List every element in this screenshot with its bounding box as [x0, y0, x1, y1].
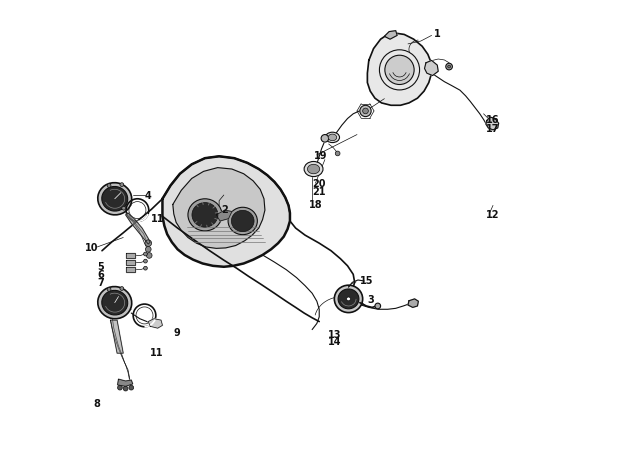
Text: 2: 2: [221, 205, 228, 215]
Text: 14: 14: [328, 337, 342, 347]
Polygon shape: [126, 260, 135, 265]
Text: 1: 1: [434, 29, 441, 39]
Circle shape: [118, 385, 122, 390]
Polygon shape: [126, 267, 135, 272]
Text: 11: 11: [150, 348, 163, 358]
Text: 17: 17: [486, 124, 500, 134]
Polygon shape: [425, 60, 438, 76]
Circle shape: [145, 240, 152, 247]
Text: 15: 15: [360, 276, 373, 286]
Polygon shape: [148, 319, 162, 328]
Circle shape: [335, 151, 340, 156]
Ellipse shape: [325, 132, 340, 142]
Text: 8: 8: [93, 399, 100, 408]
Text: 11: 11: [150, 214, 164, 224]
Text: 3: 3: [368, 295, 374, 305]
Ellipse shape: [328, 134, 337, 141]
Text: 10: 10: [85, 243, 98, 253]
Ellipse shape: [308, 164, 320, 174]
Circle shape: [143, 259, 147, 263]
Text: 19: 19: [314, 151, 327, 161]
Circle shape: [120, 286, 124, 290]
Circle shape: [143, 266, 147, 270]
Polygon shape: [173, 168, 265, 248]
Polygon shape: [367, 33, 431, 105]
Circle shape: [360, 105, 371, 116]
Ellipse shape: [102, 187, 128, 211]
Polygon shape: [162, 156, 290, 267]
Ellipse shape: [102, 290, 128, 315]
Circle shape: [363, 108, 369, 114]
Circle shape: [107, 287, 111, 291]
Text: 4: 4: [145, 191, 152, 201]
Ellipse shape: [231, 210, 254, 232]
Circle shape: [147, 253, 152, 258]
Polygon shape: [486, 117, 499, 130]
Ellipse shape: [304, 162, 323, 177]
Ellipse shape: [188, 199, 222, 231]
Circle shape: [321, 134, 329, 142]
Ellipse shape: [192, 202, 218, 227]
Text: 5: 5: [97, 262, 104, 272]
Ellipse shape: [97, 286, 131, 319]
Polygon shape: [118, 379, 133, 386]
Circle shape: [143, 252, 147, 256]
Text: 13: 13: [328, 330, 342, 340]
Ellipse shape: [97, 183, 131, 215]
Circle shape: [448, 65, 450, 68]
Ellipse shape: [385, 55, 414, 85]
Text: 12: 12: [486, 210, 500, 220]
Text: 21: 21: [313, 187, 326, 197]
Circle shape: [107, 184, 111, 188]
Polygon shape: [408, 299, 418, 307]
Text: 18: 18: [309, 200, 322, 210]
Text: 20: 20: [313, 179, 326, 189]
Text: 16: 16: [486, 115, 500, 125]
Polygon shape: [126, 253, 135, 258]
Circle shape: [145, 247, 151, 252]
Polygon shape: [126, 213, 150, 244]
Ellipse shape: [228, 207, 257, 235]
Ellipse shape: [335, 285, 363, 313]
Ellipse shape: [338, 289, 359, 309]
Circle shape: [347, 297, 350, 301]
Circle shape: [122, 206, 126, 210]
Text: 6: 6: [97, 270, 104, 280]
Circle shape: [120, 183, 124, 187]
Text: 7: 7: [97, 278, 104, 288]
Polygon shape: [216, 210, 232, 221]
Circle shape: [375, 303, 381, 309]
Polygon shape: [111, 320, 123, 353]
Circle shape: [129, 385, 133, 390]
Polygon shape: [384, 31, 397, 39]
Circle shape: [123, 386, 128, 391]
Circle shape: [446, 63, 452, 70]
Text: 9: 9: [173, 328, 180, 338]
